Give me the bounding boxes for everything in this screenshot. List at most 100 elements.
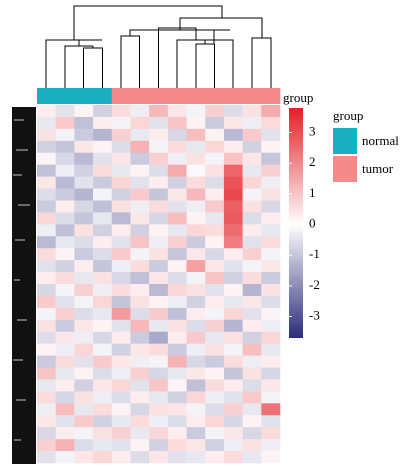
heat-cell [111,272,131,285]
heat-cell [242,212,262,225]
heat-cell [149,331,169,344]
heat-cell [261,116,281,130]
heat-cell [223,403,243,416]
heat-cell [37,116,56,130]
heat-cell [111,295,131,309]
heat-cell [130,427,150,440]
heat-cell [242,248,262,261]
heatmap [37,105,281,464]
heat-cell [167,427,187,440]
heat-cell [130,439,150,452]
heat-cell [223,164,243,177]
heat-cell [167,188,187,201]
heat-cell [261,140,281,154]
heat-cell [186,367,206,380]
heat-cell [111,224,131,237]
heat-cell [93,379,113,392]
heat-cell [149,403,169,416]
annotation-cell [37,88,56,104]
heat-cell [261,295,281,309]
heat-cell [55,260,75,273]
heat-cell [186,355,206,368]
heat-cell [223,439,243,452]
heat-cell [37,272,56,285]
heat-cell [186,319,206,333]
heat-cell [111,116,131,130]
heat-cell [111,415,131,428]
heat-cell [223,105,243,118]
heat-cell [167,403,187,416]
heat-cell [261,427,281,440]
heat-cell [186,236,206,249]
heat-cell [261,307,281,321]
heat-cell [223,200,243,213]
heat-cell [205,248,225,261]
heat-cell [261,415,281,428]
heat-cell [186,451,206,464]
heat-cell [74,319,94,333]
heat-cell [223,391,243,404]
heat-cell [74,427,94,440]
heat-cell [37,200,56,213]
heat-cell [37,367,56,380]
heat-cell [261,224,281,237]
heat-cell [74,295,94,309]
annotation-cell [130,88,150,104]
heat-cell [74,248,94,261]
heat-cell [74,224,94,237]
heat-cell [55,224,75,237]
heat-cell [130,224,150,237]
legend-swatch [333,128,357,154]
column-annotation [37,88,281,104]
heat-cell [111,200,131,213]
heat-cell [37,415,56,428]
heat-cell [167,152,187,165]
legend-swatch [333,156,357,182]
heat-cell [223,427,243,440]
heat-cell [37,260,56,273]
heat-cell [111,439,131,452]
heat-cell [130,152,150,165]
heat-cell [55,128,75,142]
annotation-cell [167,88,187,104]
heat-cell [242,427,262,440]
heat-cell [186,152,206,165]
heat-cell [261,272,281,285]
heat-cell [93,367,113,380]
heat-cell [223,367,243,380]
heat-cell [167,319,187,333]
heat-cell [223,451,243,464]
heat-cell [242,128,262,142]
heat-cell [93,128,113,142]
heat-cell [261,260,281,273]
heat-cell [261,236,281,249]
heat-cell [149,284,169,297]
heat-cell [130,355,150,368]
heat-cell [223,343,243,356]
heat-cell [55,200,75,213]
heat-cell [223,248,243,261]
heat-cell [130,260,150,273]
heat-cell [111,367,131,380]
heat-cell [205,355,225,368]
heat-cell [37,140,56,154]
heat-cell [242,355,262,368]
heat-cell [74,152,94,165]
heat-cell [93,200,113,213]
heat-cell [130,200,150,213]
heat-cell [37,188,56,201]
heat-cell [205,427,225,440]
heat-cell [111,355,131,368]
heat-cell [55,164,75,177]
heat-cell [55,451,75,464]
heat-cell [130,379,150,392]
heat-cell [149,128,169,142]
heat-cell [130,451,150,464]
heat-cell [242,295,262,309]
heat-cell [37,451,56,464]
heat-cell [205,415,225,428]
heat-cell [93,415,113,428]
heat-cell [74,451,94,464]
heat-cell [55,272,75,285]
heat-cell [167,212,187,225]
